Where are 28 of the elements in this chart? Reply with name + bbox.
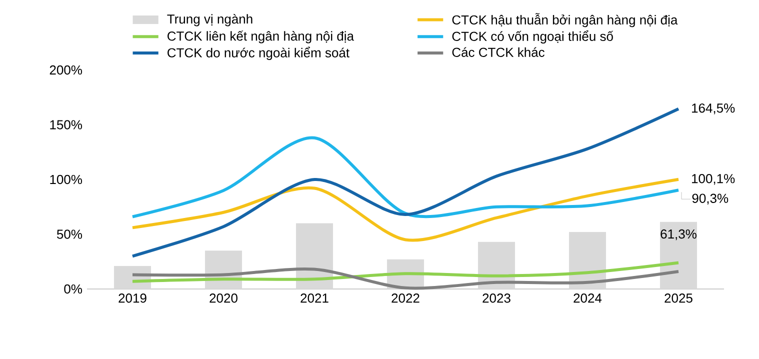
legend-label: CTCK có vốn ngoại thiểu số [452, 30, 614, 44]
bar [660, 222, 697, 289]
y-tick-label: 0% [64, 284, 82, 294]
line-series [131, 136, 680, 218]
x-tick-label: 2021 [300, 294, 328, 303]
data-label: 164,5% [692, 104, 735, 114]
data-label: 90,3% [692, 194, 728, 204]
legend-label: CTCK liên kết ngân hàng nội địa [168, 30, 354, 44]
x-tick-label: 2022 [392, 294, 420, 303]
legend-label: CTCK do nước ngoài kiểm soát [168, 46, 350, 60]
legend-label: Các CTCK khác [452, 47, 544, 57]
y-tick-label: 50% [56, 230, 82, 239]
line-series [131, 268, 680, 290]
data-label: 61,3% [660, 229, 696, 240]
bar [296, 223, 334, 289]
x-tick-label: 2025 [664, 294, 692, 303]
data-label: 100,1% [692, 174, 735, 185]
bar [569, 232, 606, 289]
legend-label: Trung vị ngành [167, 14, 252, 26]
x-tick-label: 2020 [210, 294, 238, 303]
y-tick-label: 150% [50, 120, 82, 130]
x-tick-label: 2023 [482, 294, 510, 303]
y-tick-label: 100% [50, 174, 82, 184]
line-series [131, 261, 680, 283]
legend-label: CTCK hậu thuẫn bởi ngân hàng nội địa [452, 13, 678, 28]
x-tick-label: 2019 [118, 294, 146, 303]
y-tick-label: 200% [50, 65, 82, 75]
x-tick-label: 2024 [574, 294, 602, 303]
